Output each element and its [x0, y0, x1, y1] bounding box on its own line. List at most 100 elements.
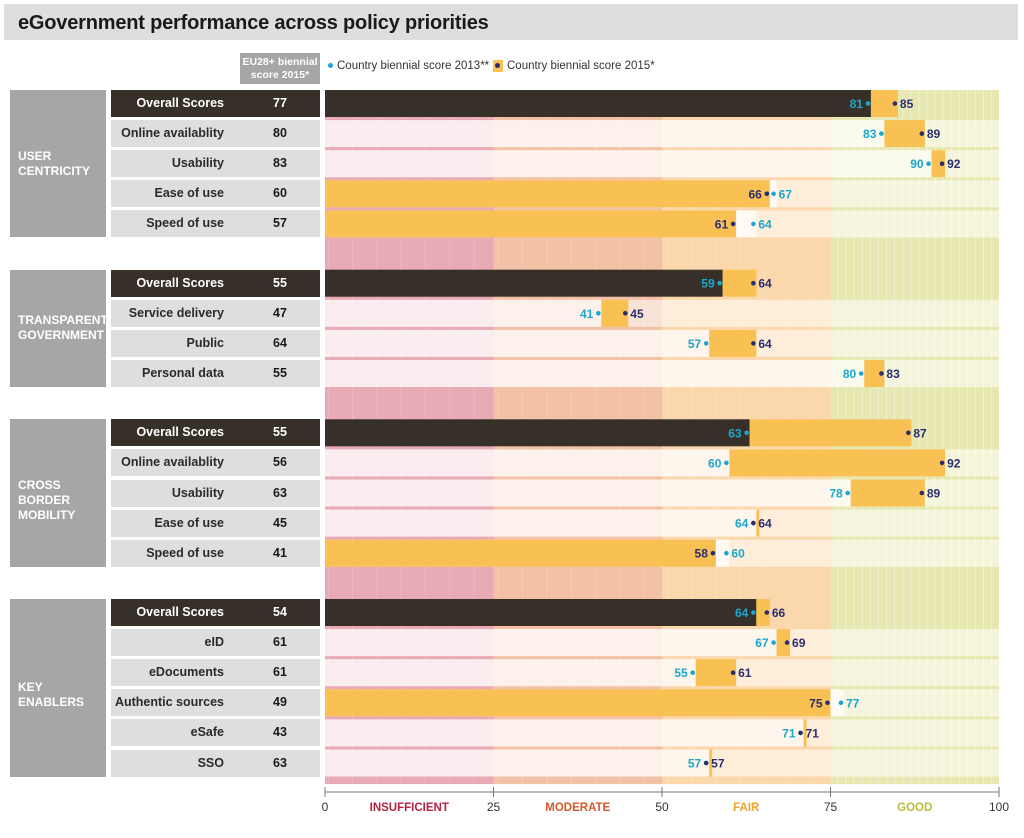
row-label: Authentic sources	[111, 689, 240, 717]
row-label: Usability	[111, 150, 240, 178]
score-2015-label: 45	[630, 307, 644, 321]
score-2013-label: 77	[846, 696, 860, 710]
eu-score-cell: 54	[240, 599, 320, 626]
score-2015-label: 66	[772, 606, 786, 620]
score-2013-label: 81	[850, 97, 864, 111]
eu-score-cell: 60	[240, 180, 320, 208]
row-label: Ease of use	[111, 509, 240, 537]
score-2013-label: 60	[731, 547, 745, 561]
score-2015-label: 89	[927, 487, 941, 501]
score-2015-point	[892, 101, 898, 106]
eu-score-cell: 77	[240, 90, 320, 117]
score-2015-point	[919, 490, 925, 496]
score-2015-bar	[325, 689, 831, 717]
eu-score-cell: 56	[240, 449, 320, 477]
score-2015-point	[784, 640, 790, 645]
eu-score-cell: 57	[240, 210, 320, 238]
eu-score-cell: 80	[240, 120, 320, 148]
score-2013-point	[926, 161, 931, 166]
score-2015-point	[751, 520, 756, 526]
score-2013-point	[703, 341, 709, 346]
score-2013-point	[771, 640, 776, 645]
overall-bar	[325, 90, 871, 117]
score-2015-label: 71	[806, 726, 820, 740]
score-2015-point	[764, 191, 770, 197]
score-2013-bar	[715, 539, 730, 567]
score-2013-label: 55	[674, 666, 688, 680]
score-2015-label: 87	[913, 426, 927, 440]
eu-score-cell: 63	[240, 479, 320, 507]
eu-score-cell: 55	[240, 360, 320, 387]
score-2013-point	[879, 131, 884, 136]
score-2015-bar	[776, 629, 791, 657]
eu-score-cell: 64	[240, 329, 320, 357]
row-label: Service delivery	[111, 299, 240, 327]
eu-score-cell: 55	[240, 419, 320, 447]
score-2015-bar	[884, 120, 925, 148]
score-change-bar	[749, 419, 912, 447]
score-2015-label: 57	[711, 757, 725, 771]
score-2015-bar	[729, 449, 946, 477]
score-2013-point	[690, 670, 695, 675]
legend-2013-label: Country biennial score 2013**	[337, 60, 490, 72]
score-2013-label: 78	[829, 487, 843, 501]
score-2015-point	[906, 430, 911, 436]
legend-dot-2013-icon	[328, 63, 333, 69]
score-2013-bar	[325, 509, 757, 537]
row-label: Overall Scores	[111, 419, 240, 447]
group-block: TRANSPARENT GOVERNMENT	[10, 269, 108, 387]
chart-title: eGovernment performance across policy pr…	[18, 12, 489, 34]
score-2015-point	[751, 341, 756, 346]
score-2015-bar	[709, 329, 757, 357]
row-label: Online availablity	[111, 120, 240, 148]
score-2015-label: 92	[947, 157, 961, 171]
x-tick-label: 25	[487, 800, 501, 814]
score-change-bar	[756, 599, 770, 626]
score-2013-label: 57	[688, 337, 702, 351]
score-2015-label: 61	[715, 217, 729, 231]
score-2013-point	[845, 490, 851, 496]
eu-score-cell: 61	[240, 629, 320, 657]
overall-bar	[325, 599, 757, 626]
score-2013-bar	[325, 299, 602, 327]
row-label: Ease of use	[111, 180, 240, 208]
x-tick-label: 50	[655, 800, 669, 814]
zone-good-label: GOOD	[897, 802, 932, 814]
score-2013-point	[744, 430, 749, 436]
group-block: CROSS BORDER MOBILITY	[10, 419, 106, 567]
legend-2013: Country biennial score 2013**	[328, 60, 489, 72]
score-2013-label: 80	[843, 367, 857, 381]
score-2015-point	[879, 371, 884, 376]
score-2015-label: 61	[738, 666, 752, 680]
score-2015-point	[730, 221, 736, 227]
eu-score-cell: 83	[240, 150, 320, 178]
score-2013-label: 67	[755, 636, 769, 650]
score-2015-bar	[709, 749, 713, 777]
score-2015-bar	[325, 539, 716, 567]
score-2015-point	[919, 131, 925, 136]
eu-score-cell: 45	[240, 509, 320, 537]
x-tick-label: 100	[989, 800, 1009, 814]
score-2013-bar	[325, 719, 804, 747]
score-2013-bar	[325, 659, 696, 687]
eu-score-header: EU28+ biennial score 2015*	[240, 53, 320, 84]
score-2013-label: 63	[728, 426, 742, 440]
score-2013-label: 67	[779, 187, 793, 201]
score-2013-point	[865, 101, 871, 106]
row-label: Personal data	[111, 360, 240, 387]
group-label: TRANSPARENT GOVERNMENT	[18, 313, 108, 343]
score-2015-label: 69	[792, 636, 806, 650]
score-2015-label: 64	[758, 517, 772, 531]
score-2015-label: 83	[886, 367, 900, 381]
score-2015-point	[939, 161, 945, 166]
row-label: Speed of use	[111, 210, 240, 238]
zone-fair-label: FAIR	[733, 802, 760, 814]
score-2015-bar	[803, 719, 807, 747]
score-2015-bar	[695, 659, 737, 687]
score-2015-label: 58	[695, 547, 709, 561]
score-2013-bar	[736, 210, 757, 238]
score-2015-bar	[325, 180, 770, 208]
score-2015-bar	[756, 509, 760, 537]
score-2013-label: 64	[735, 606, 749, 620]
